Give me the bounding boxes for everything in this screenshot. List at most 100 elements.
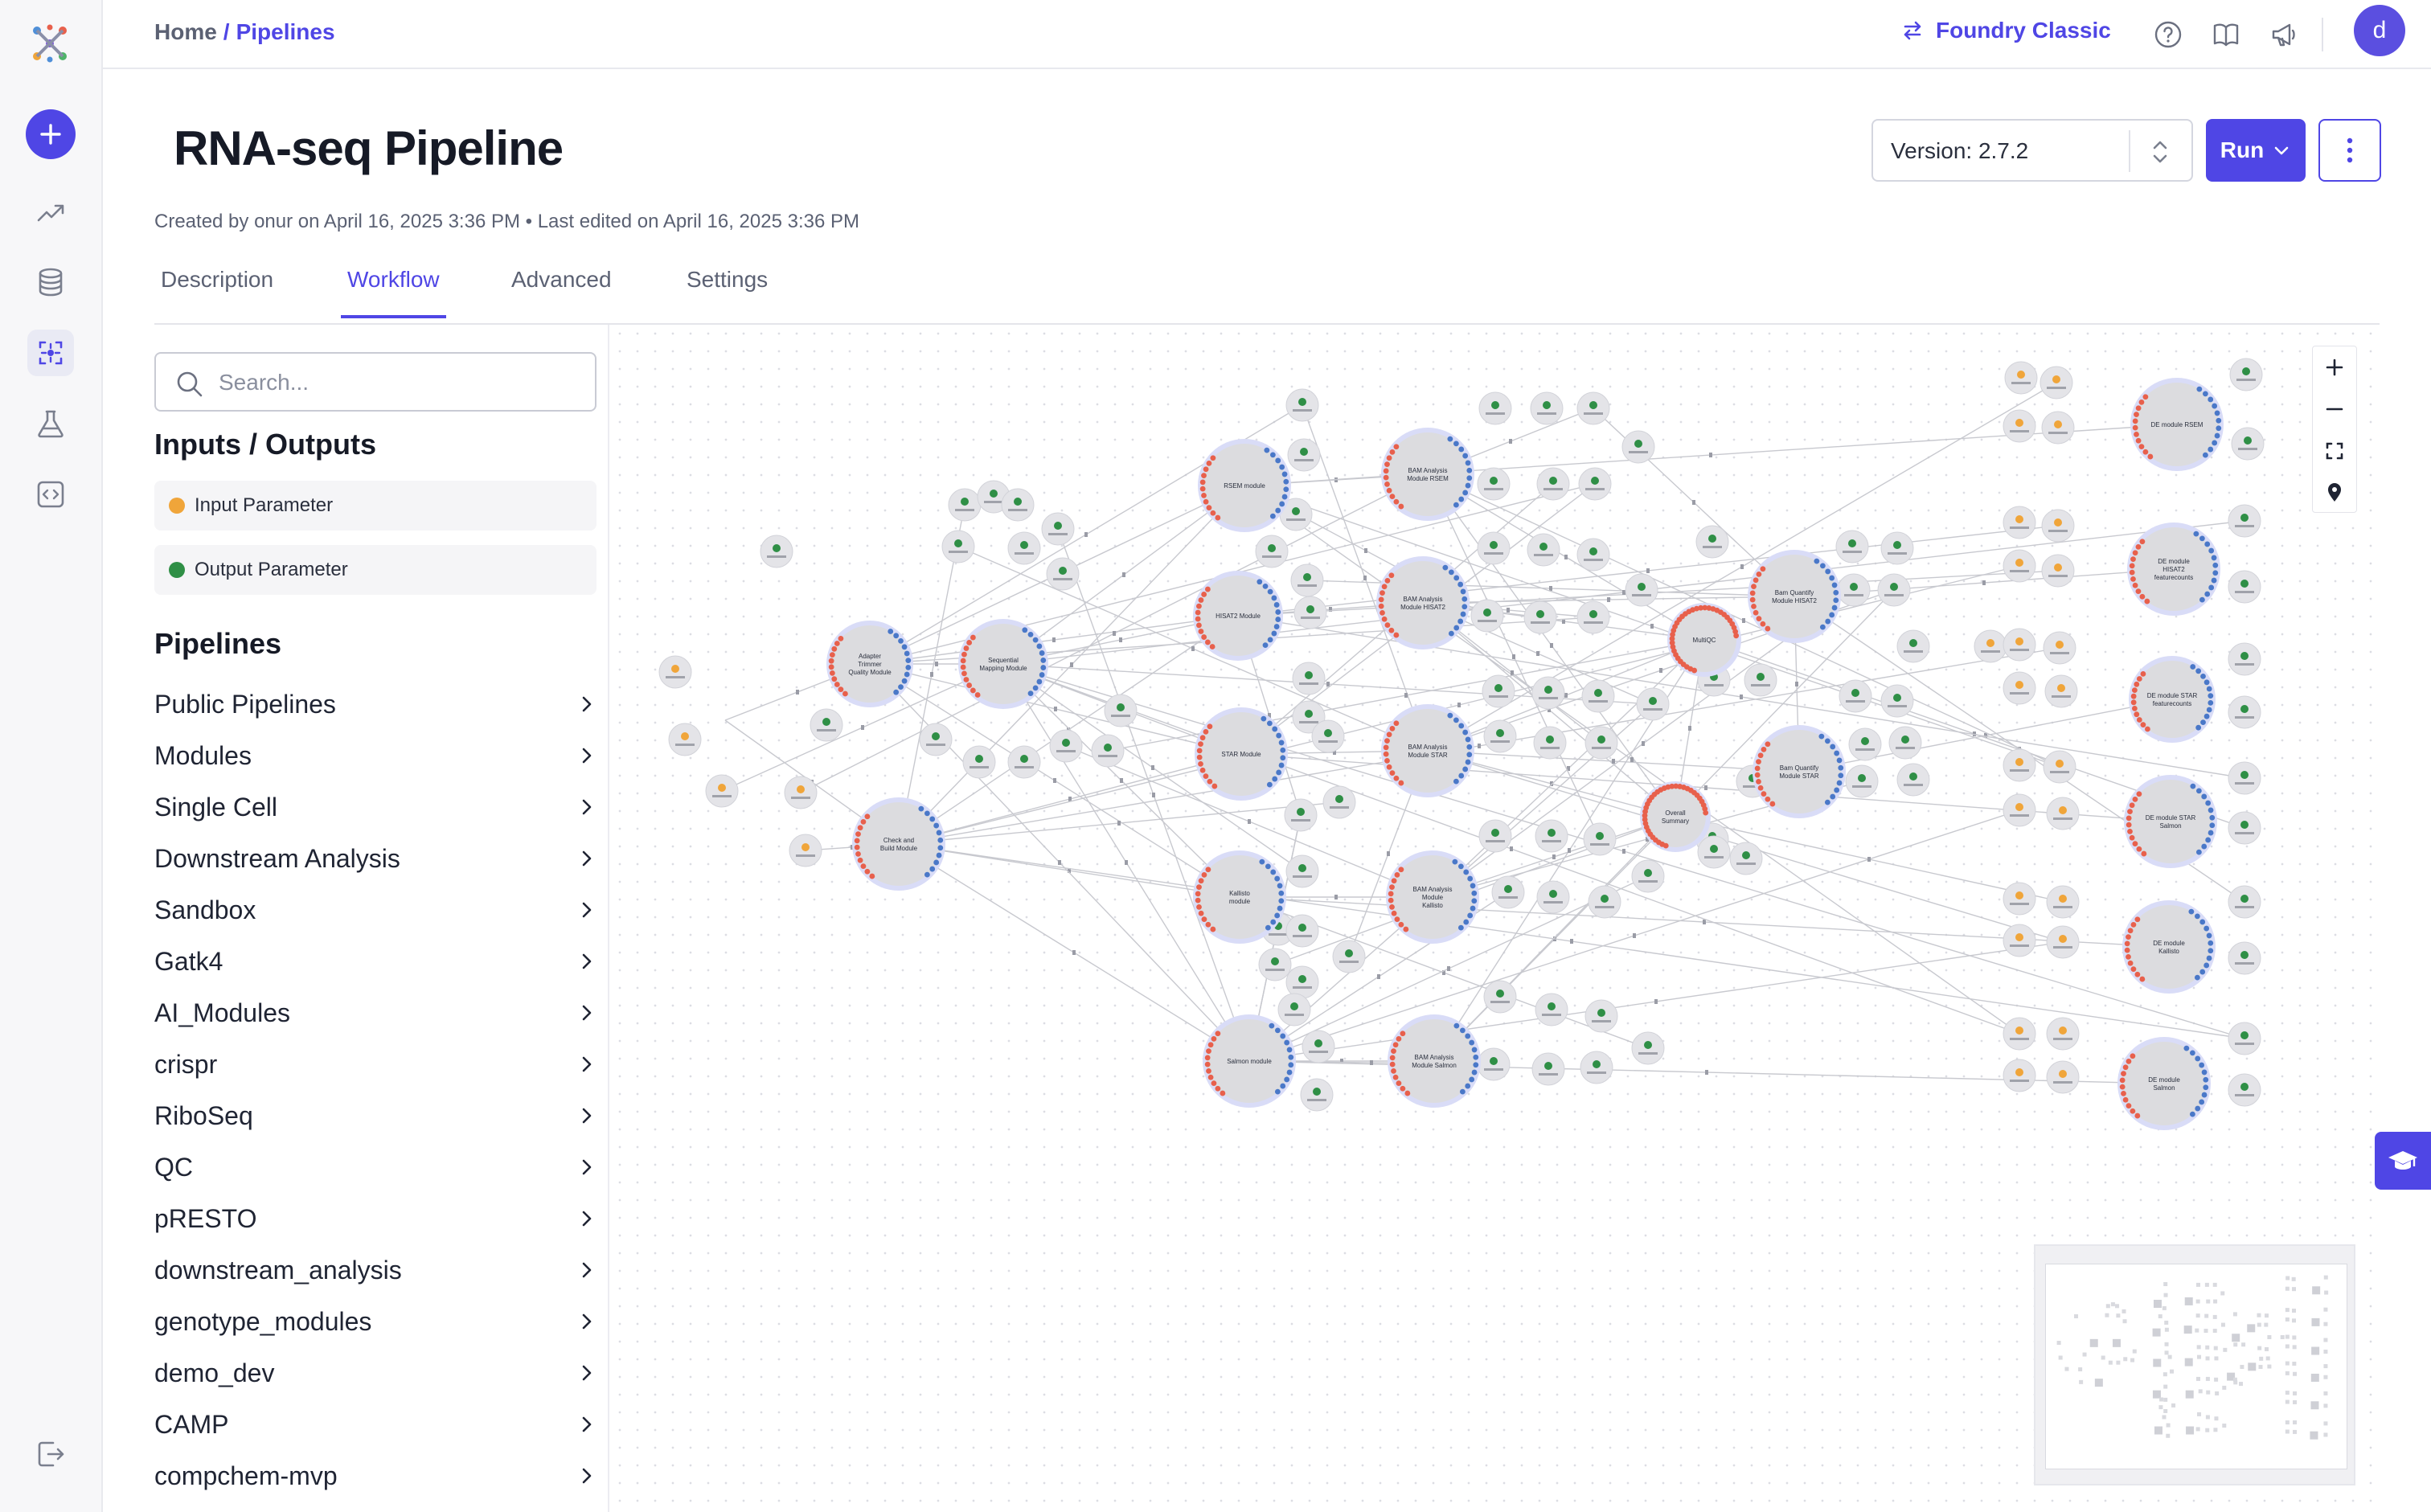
- help-icon[interactable]: [2150, 16, 2187, 53]
- output-parameter-node[interactable]: [810, 708, 843, 742]
- foundry-classic-link[interactable]: Foundry Classic: [1900, 18, 2111, 43]
- output-parameter-node[interactable]: [1322, 785, 1356, 819]
- logout-icon[interactable]: [27, 1431, 74, 1477]
- output-parameter-node[interactable]: [1477, 467, 1511, 501]
- output-parameter-node[interactable]: [1007, 531, 1041, 565]
- output-parameter-node[interactable]: [1744, 663, 1777, 697]
- input-parameter-node[interactable]: [2046, 885, 2080, 919]
- output-parameter-node[interactable]: [1835, 530, 1869, 563]
- module-node[interactable]: Salmon module: [1203, 1014, 1296, 1108]
- output-parameter-node[interactable]: [1697, 835, 1731, 869]
- output-parameter-node[interactable]: [1001, 488, 1035, 522]
- output-parameter-node[interactable]: [1285, 914, 1319, 948]
- output-parameter-node[interactable]: [1896, 629, 1930, 663]
- output-parameter-node[interactable]: [1530, 391, 1564, 425]
- output-parameter-node[interactable]: [2228, 1073, 2261, 1107]
- output-parameter-node[interactable]: [1478, 391, 1512, 425]
- input-parameter-node[interactable]: [2003, 748, 2036, 782]
- zoom-out-icon[interactable]: [2313, 388, 2356, 430]
- tab-settings[interactable]: Settings: [687, 267, 769, 292]
- output-parameter-node[interactable]: [1277, 993, 1311, 1026]
- output-parameter-node[interactable]: [1285, 965, 1319, 999]
- input-parameter-node[interactable]: [2003, 409, 2036, 443]
- input-parameter-node[interactable]: [2003, 628, 2036, 662]
- pipeline-category[interactable]: Public Pipelines: [154, 678, 596, 730]
- output-parameter-node[interactable]: [1896, 763, 1930, 797]
- plus-icon[interactable]: [26, 109, 76, 159]
- pipeline-category[interactable]: downstream_analysis: [154, 1244, 596, 1296]
- output-parameter-node[interactable]: [1285, 388, 1319, 422]
- output-parameter-node[interactable]: [1046, 557, 1080, 591]
- output-parameter-node[interactable]: [1311, 719, 1345, 753]
- input-parameter-node[interactable]: [2046, 1060, 2080, 1094]
- output-parameter-node[interactable]: [1880, 531, 1914, 565]
- output-parameter-node[interactable]: [2229, 358, 2263, 391]
- output-parameter-node[interactable]: [1625, 573, 1658, 607]
- output-parameter-node[interactable]: [948, 488, 982, 522]
- output-parameter-node[interactable]: [1578, 467, 1612, 501]
- input-parameter-node[interactable]: [2046, 1017, 2080, 1051]
- minimap-viewport[interactable]: [2045, 1264, 2347, 1469]
- pipeline-category[interactable]: Modules: [154, 730, 596, 781]
- output-parameter-node[interactable]: [2228, 811, 2261, 845]
- output-parameter-item[interactable]: Output Parameter: [154, 545, 596, 595]
- input-parameter-node[interactable]: [2041, 554, 2075, 588]
- output-parameter-node[interactable]: [1531, 676, 1565, 710]
- output-parameter-node[interactable]: [2228, 504, 2261, 538]
- trending-icon[interactable]: [27, 190, 74, 236]
- input-parameter-node[interactable]: [2044, 674, 2078, 708]
- output-parameter-node[interactable]: [1581, 679, 1615, 713]
- output-parameter-node[interactable]: [1839, 679, 1872, 713]
- pipeline-category[interactable]: compchem-mvp: [154, 1450, 596, 1502]
- output-parameter-node[interactable]: [1091, 734, 1125, 768]
- module-node[interactable]: HISAT2 Module: [1193, 571, 1283, 661]
- output-parameter-node[interactable]: [1470, 599, 1504, 633]
- output-parameter-node[interactable]: [1535, 993, 1568, 1026]
- graduation-cap-icon[interactable]: [2375, 1132, 2431, 1190]
- output-parameter-node[interactable]: [1290, 563, 1324, 597]
- input-parameter-node[interactable]: [668, 723, 702, 756]
- input-parameter-node[interactable]: [2039, 366, 2073, 400]
- output-parameter-node[interactable]: [1583, 822, 1617, 856]
- output-parameter-node[interactable]: [2228, 941, 2261, 975]
- pipeline-category[interactable]: AI_Modules: [154, 987, 596, 1039]
- output-parameter-node[interactable]: [1293, 596, 1327, 629]
- output-parameter-node[interactable]: [1279, 498, 1313, 531]
- output-parameter-node[interactable]: [1535, 819, 1568, 853]
- output-parameter-node[interactable]: [1631, 1031, 1665, 1065]
- output-parameter-node[interactable]: [1523, 600, 1557, 634]
- input-parameter-node[interactable]: [2041, 411, 2075, 445]
- output-parameter-node[interactable]: [2231, 427, 2265, 461]
- pipeline-category[interactable]: genotype_modules: [154, 1296, 596, 1347]
- output-parameter-node[interactable]: [2228, 1022, 2261, 1055]
- zoom-in-icon[interactable]: [2313, 346, 2356, 388]
- output-parameter-node[interactable]: [1477, 1047, 1511, 1081]
- pipeline-category[interactable]: RiboSeq: [154, 1090, 596, 1141]
- output-parameter-node[interactable]: [1576, 391, 1610, 425]
- output-parameter-node[interactable]: [1576, 538, 1610, 572]
- input-parameter-node[interactable]: [2041, 509, 2075, 543]
- input-parameter-node[interactable]: [2004, 361, 2038, 395]
- output-parameter-node[interactable]: [1636, 687, 1670, 721]
- tab-workflow[interactable]: Workflow: [341, 267, 446, 318]
- pipeline-category[interactable]: pRESTO: [154, 1193, 596, 1244]
- input-parameter-node[interactable]: [2046, 797, 2080, 830]
- output-parameter-node[interactable]: [1695, 525, 1729, 559]
- input-parameter-node[interactable]: [2043, 750, 2076, 784]
- input-parameter-node[interactable]: [2003, 506, 2036, 539]
- pipeline-category[interactable]: crispr: [154, 1039, 596, 1090]
- output-parameter-node[interactable]: [919, 723, 953, 756]
- output-parameter-node[interactable]: [1049, 729, 1083, 763]
- output-parameter-node[interactable]: [1007, 745, 1041, 779]
- output-parameter-node[interactable]: [1477, 531, 1511, 565]
- module-node[interactable]: DE module RSEM: [2130, 378, 2224, 471]
